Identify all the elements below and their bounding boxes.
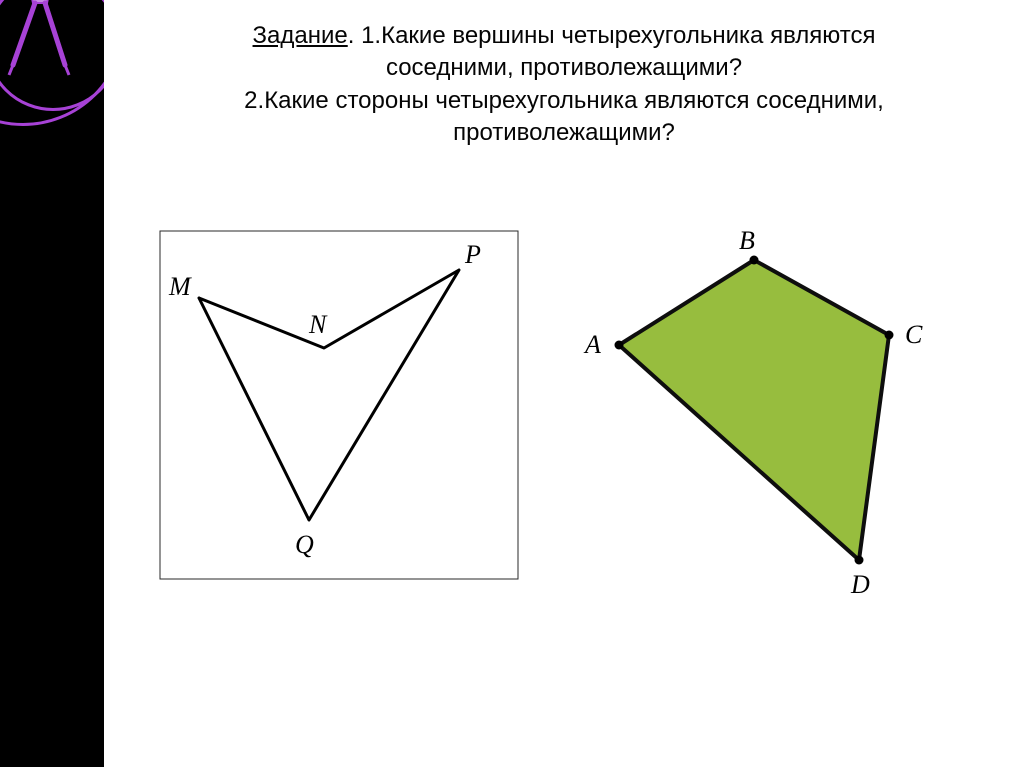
vertex-label-A: A [585, 330, 601, 360]
figure-mnpq: M N P Q [159, 230, 519, 610]
heading-line-3: 2.Какие стороны четырехугольника являютс… [244, 87, 884, 114]
task-heading: Задание. 1.Какие вершины четырехугольник… [104, 20, 1024, 150]
figure-abcd: A B C D [579, 230, 979, 630]
slide-stage: Задание. 1.Какие вершины четырехугольник… [0, 0, 1024, 767]
vertex-label-D: D [851, 570, 870, 600]
heading-line-2: соседними, противолежащими? [386, 54, 742, 81]
vertex-label-Q: Q [295, 530, 314, 560]
heading-line-4: противолежащими? [453, 119, 675, 146]
compass-icon [5, 0, 75, 75]
heading-line-1: . 1.Какие вершины четырехугольника являю… [348, 22, 876, 49]
figure-mnpq-svg [159, 230, 519, 590]
content-panel: Задание. 1.Какие вершины четырехугольник… [104, 0, 1024, 767]
figure-abcd-svg [579, 230, 979, 630]
vertex-label-C: C [905, 320, 922, 350]
vertex-label-B: B [739, 226, 755, 256]
vertex-label-N: N [309, 310, 326, 340]
task-word: Задание [253, 22, 348, 49]
vertex-label-M: M [169, 272, 191, 302]
vertex-label-P: P [465, 240, 481, 270]
